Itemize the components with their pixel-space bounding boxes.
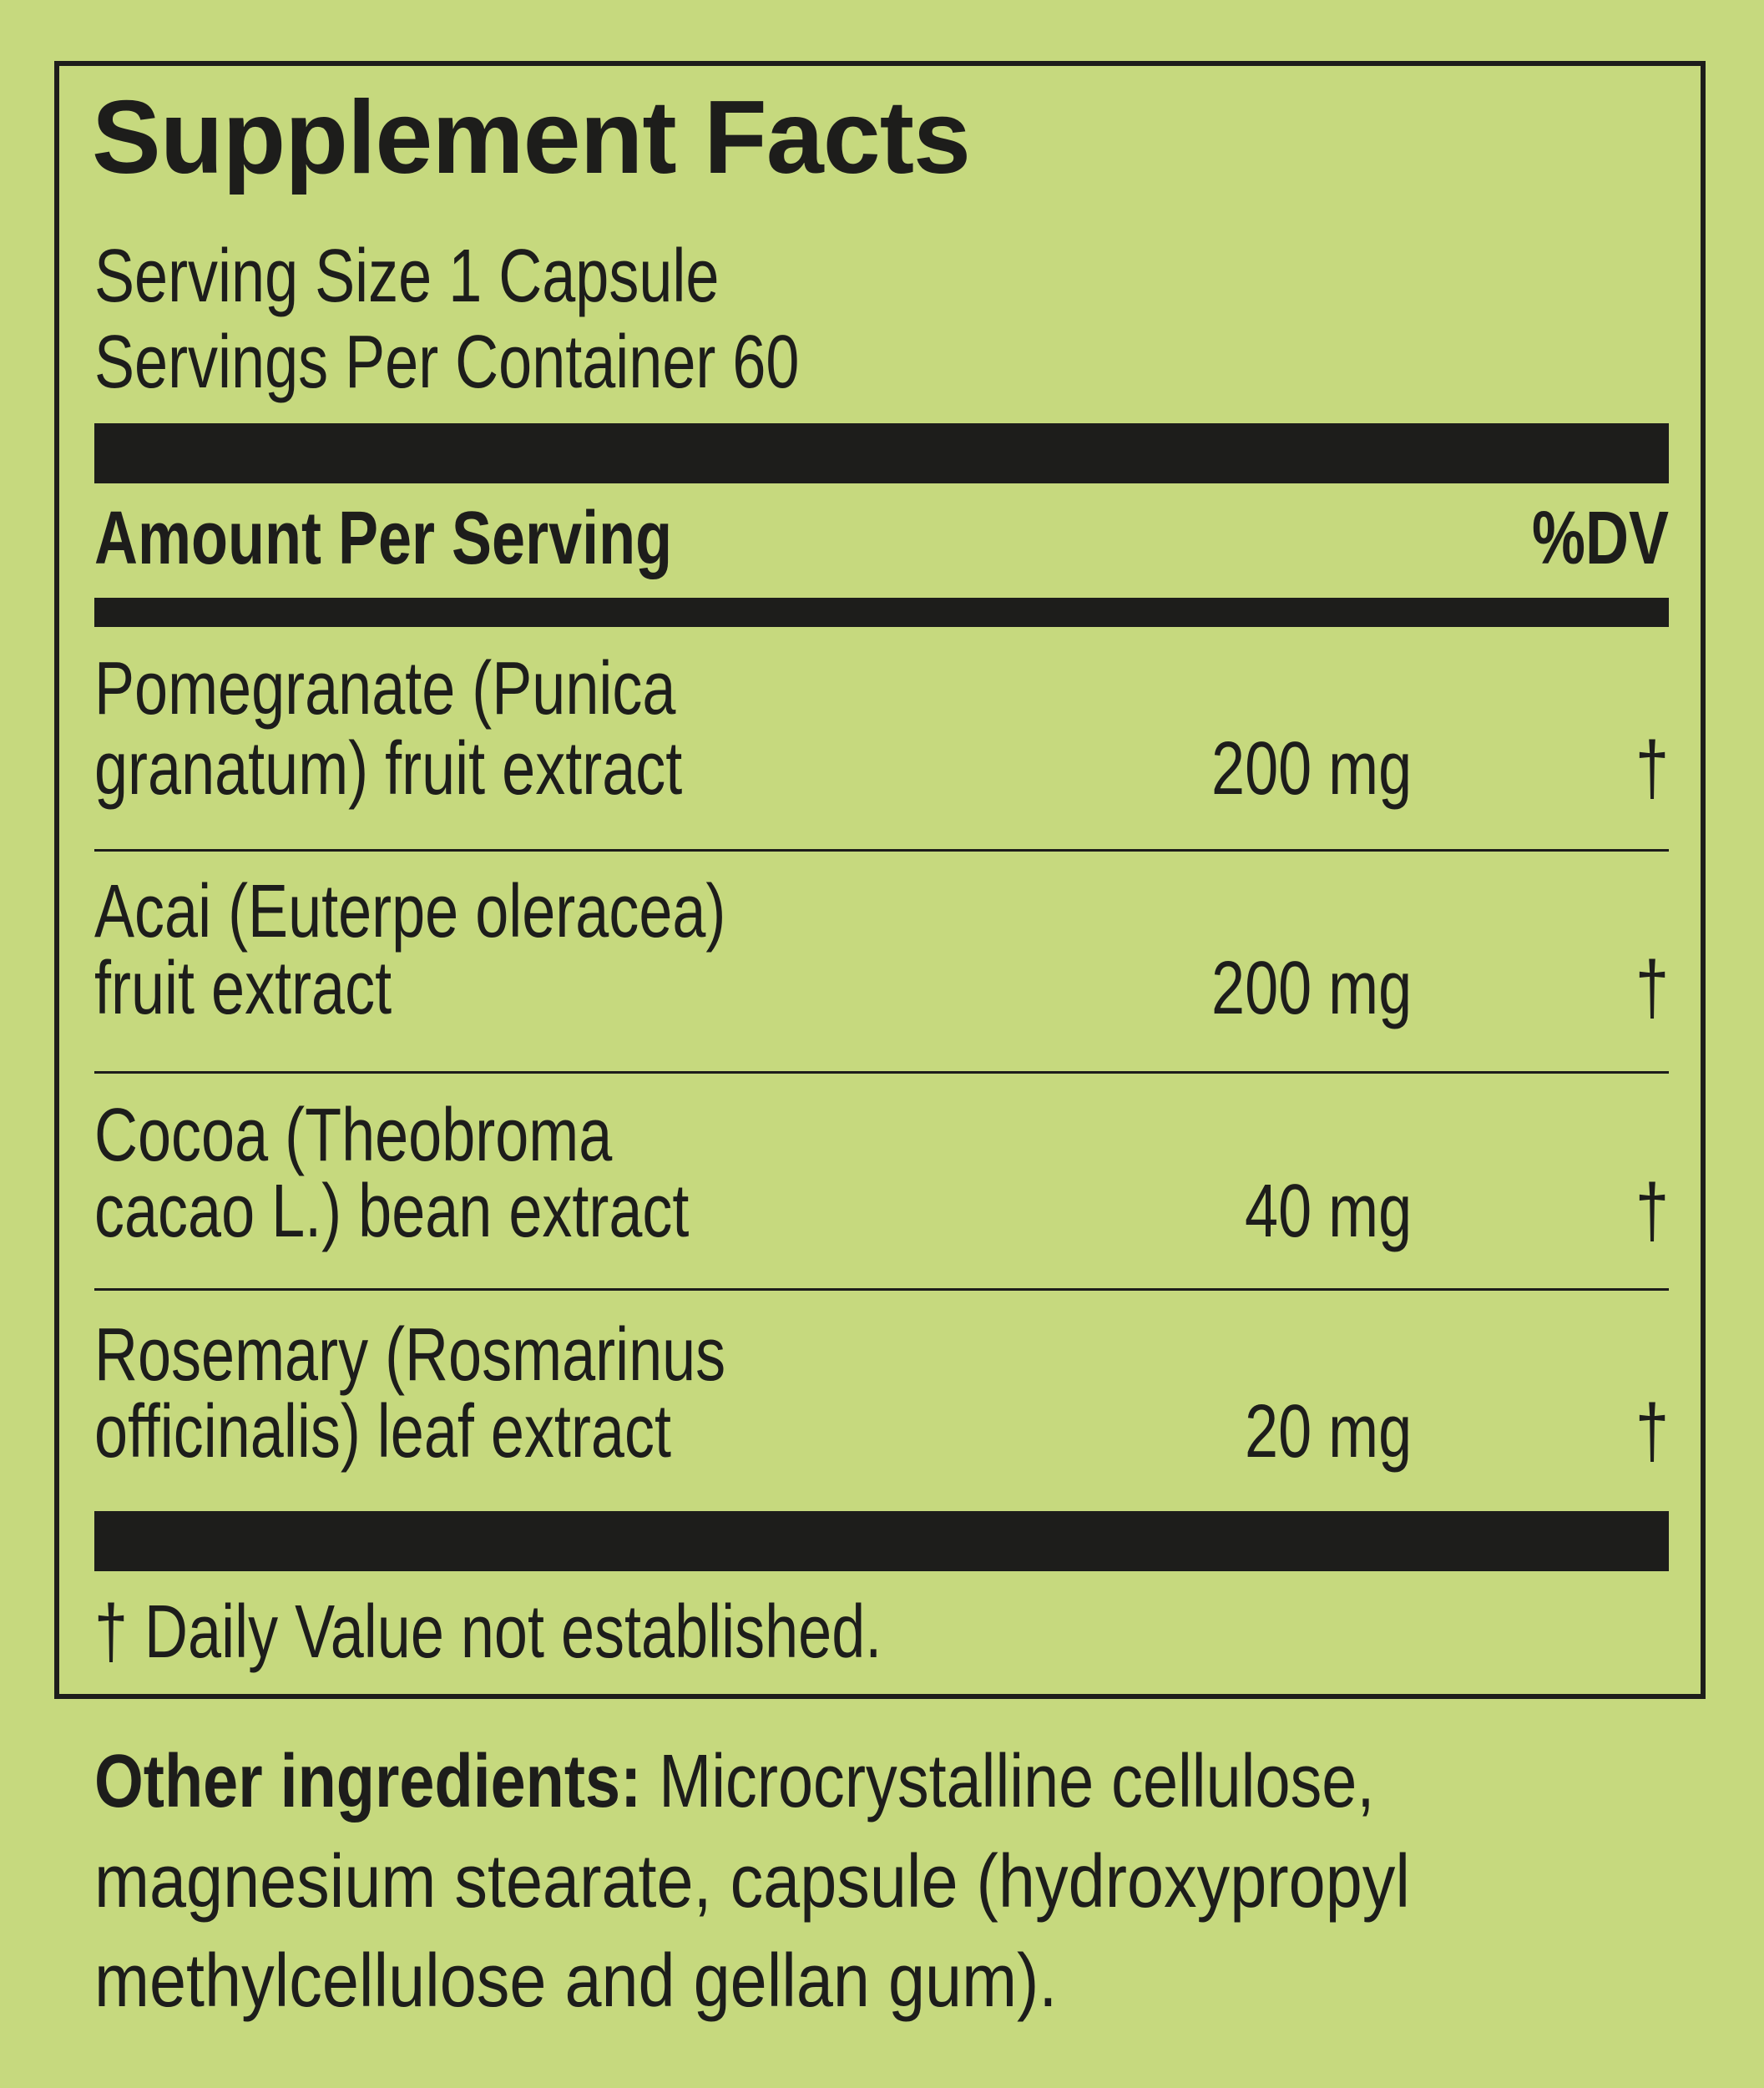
dagger-icon: † xyxy=(1635,1390,1669,1474)
other-ingredients-line1: Microcrystalline cellulose, xyxy=(641,1740,1375,1823)
row-divider xyxy=(94,1288,1669,1291)
dv-label: %DV xyxy=(1531,497,1669,580)
ingredient-name-line1: Pomegranate (Punica xyxy=(94,647,676,731)
other-ingredients-line3: methylcellulose and gellan gum). xyxy=(94,1939,1058,2023)
medium-divider xyxy=(94,598,1669,627)
amount-per-serving-label: Amount Per Serving xyxy=(94,497,673,580)
ingredient-amount: 20 mg xyxy=(1244,1390,1412,1474)
supplement-facts-panel xyxy=(54,61,1706,1699)
dagger-icon: † xyxy=(1635,947,1669,1030)
ingredient-name-line1: Acai (Euterpe oleracea) xyxy=(94,870,726,953)
ingredient-name-line1: Cocoa (Theobroma xyxy=(94,1094,613,1177)
ingredient-amount: 200 mg xyxy=(1211,727,1412,811)
row-divider xyxy=(94,1071,1669,1074)
thick-divider-bottom xyxy=(94,1511,1669,1571)
ingredient-amount: 200 mg xyxy=(1211,947,1412,1030)
panel-title: Supplement Facts xyxy=(92,80,971,195)
ingredient-amount: 40 mg xyxy=(1244,1170,1412,1253)
serving-size: Serving Size 1 Capsule xyxy=(94,235,720,318)
ingredient-name-line2: fruit extract xyxy=(94,947,392,1030)
other-ingredients-line2: magnesium stearate, capsule (hydroxyprop… xyxy=(94,1840,1410,1924)
footnote: † Daily Value not established. xyxy=(94,1590,882,1674)
thick-divider-top xyxy=(94,423,1669,483)
other-ingredients-label: Other ingredients: xyxy=(94,1740,642,1823)
dagger-icon: † xyxy=(1635,727,1669,811)
servings-per-container: Servings Per Container 60 xyxy=(94,321,800,404)
ingredient-name-line2: granatum) fruit extract xyxy=(94,727,683,811)
dagger-icon: † xyxy=(1635,1170,1669,1253)
ingredient-name-line2: cacao L.) bean extract xyxy=(94,1170,690,1253)
row-divider xyxy=(94,849,1669,852)
ingredient-name-line2: officinalis) leaf extract xyxy=(94,1390,671,1474)
ingredient-name-line1: Rosemary (Rosmarinus xyxy=(94,1313,726,1397)
